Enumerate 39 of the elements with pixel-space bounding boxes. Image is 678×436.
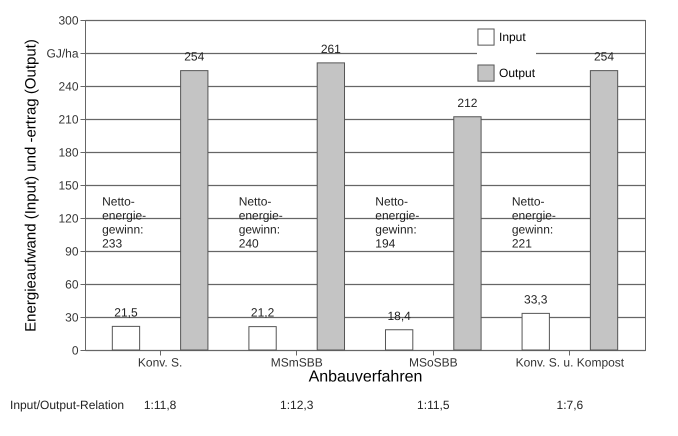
y-tick-label: 210	[58, 112, 79, 126]
text: 1:12,3	[280, 398, 314, 412]
bar	[522, 312, 550, 350]
y-tick-label: 30	[65, 310, 79, 324]
x-axis-title: Anbauverfahren	[308, 368, 422, 386]
legend-label: Input	[499, 30, 526, 44]
y-tick-label: 90	[65, 244, 79, 258]
y-tick-label: 150	[58, 178, 79, 192]
bar	[112, 326, 140, 350]
bar	[453, 116, 482, 350]
data-label: 21,5	[114, 305, 138, 320]
text: Input/Output-Relation	[10, 398, 124, 412]
x-tick-label: Konv. S. u. Kompost	[516, 356, 625, 370]
y-tick-label: 240	[58, 80, 79, 94]
bar	[316, 62, 346, 350]
y-tick-label: 300	[58, 14, 79, 28]
y-axis-title: Energieaufwand (Input) und -ertrag (Output)	[22, 39, 40, 332]
data-label: 254	[184, 50, 205, 64]
data-label: 33,3	[524, 292, 548, 306]
x-tick-label: Konv. S.	[138, 356, 182, 370]
bar	[384, 329, 414, 350]
x-tick-label: MSoSBB	[408, 356, 458, 370]
bar	[248, 326, 277, 350]
bar	[590, 70, 618, 350]
bar	[180, 70, 208, 350]
x-tick-label: MSmSBB	[270, 356, 323, 370]
legend-label: Output	[499, 66, 536, 80]
text: 1:7,6	[556, 398, 584, 412]
data-label: 261	[320, 42, 342, 56]
y-tick-label: 60	[65, 278, 79, 292]
text: 1:11,5	[417, 398, 450, 412]
text: 1:11,8	[144, 398, 177, 412]
data-label: 21,2	[250, 306, 275, 320]
y-tick-label: 120	[58, 212, 79, 226]
y-tick-label: GJ/ha	[46, 46, 79, 60]
data-label: 212	[457, 96, 478, 110]
y-tick-label: 0	[72, 344, 79, 358]
data-label: 254	[594, 50, 614, 64]
y-tick-label: 180	[58, 146, 79, 160]
